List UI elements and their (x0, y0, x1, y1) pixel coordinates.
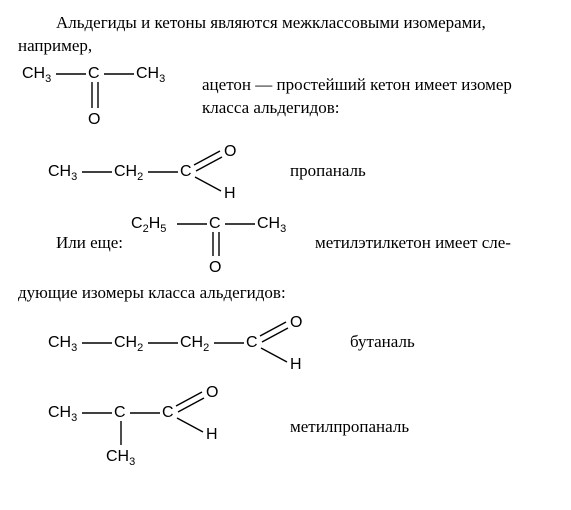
svg-text:O: O (88, 111, 100, 128)
svg-text:CH3: CH3 (136, 65, 165, 85)
svg-text:O: O (206, 384, 218, 401)
svg-text:CH2: CH2 (114, 334, 143, 354)
methylpropanal-label: метилпропаналь (290, 416, 409, 439)
or-else: Или еще: (18, 232, 123, 255)
mek-structure: C2H5 C CH3 O (129, 212, 309, 276)
methylpropanal-svg: CH3 C C O H CH3 (46, 383, 276, 473)
svg-text:H: H (290, 356, 302, 373)
svg-text:C: C (246, 334, 258, 351)
mek-svg: C2H5 C CH3 O (129, 212, 309, 276)
butanal-svg: CH3 CH2 CH2 C O H (46, 313, 336, 373)
propanal-svg: CH3 CH2 C O H (46, 142, 276, 202)
svg-text:O: O (224, 143, 236, 160)
methylpropanal-row: CH3 C C O H CH3 метилпропаналь (46, 383, 553, 473)
propanal-label: пропаналь (290, 160, 366, 183)
butanal-row: CH3 CH2 CH2 C O H бутаналь (46, 313, 553, 373)
svg-text:CH3: CH3 (48, 404, 77, 424)
svg-text:CH3: CH3 (22, 65, 51, 85)
methylpropanal-structure: CH3 C C O H CH3 (46, 383, 276, 473)
svg-text:CH2: CH2 (180, 334, 209, 354)
svg-text:C: C (114, 404, 126, 421)
svg-text:O: O (290, 314, 302, 331)
acetone-row: CH3 C CH3 O ацетон — простейший кетон им… (18, 62, 553, 132)
svg-text:CH3: CH3 (48, 334, 77, 354)
butanal-label: бутаналь (350, 331, 415, 354)
cont-text: дующие изомеры класса альдегидов: (18, 282, 553, 305)
svg-text:H: H (206, 426, 218, 443)
propanal-structure: CH3 CH2 C O H (46, 142, 276, 202)
svg-text:H: H (224, 185, 236, 202)
acetone-structure: CH3 C CH3 O (18, 62, 188, 132)
acetone-note: ацетон — простейший кетон имеет изомер к… (202, 74, 553, 120)
svg-text:CH2: CH2 (114, 163, 143, 183)
svg-text:CH3: CH3 (257, 215, 286, 235)
intro-text: Альдегиды и кетоны являются межклассовым… (18, 12, 553, 58)
svg-text:C: C (162, 404, 174, 421)
svg-text:C2H5: C2H5 (131, 215, 166, 235)
mek-note: метилэтилкетон имеет сле- (315, 232, 511, 255)
svg-text:C: C (180, 163, 192, 180)
acetone-svg: CH3 C CH3 O (18, 62, 188, 132)
svg-text:C: C (209, 215, 221, 232)
svg-text:CH3: CH3 (106, 448, 135, 468)
svg-text:CH3: CH3 (48, 163, 77, 183)
mek-row: Или еще: C2H5 C CH3 O метилэтилкетон име… (18, 212, 553, 276)
svg-text:O: O (209, 259, 221, 276)
svg-text:C: C (88, 65, 100, 82)
butanal-structure: CH3 CH2 CH2 C O H (46, 313, 336, 373)
propanal-row: CH3 CH2 C O H пропаналь (46, 142, 553, 202)
